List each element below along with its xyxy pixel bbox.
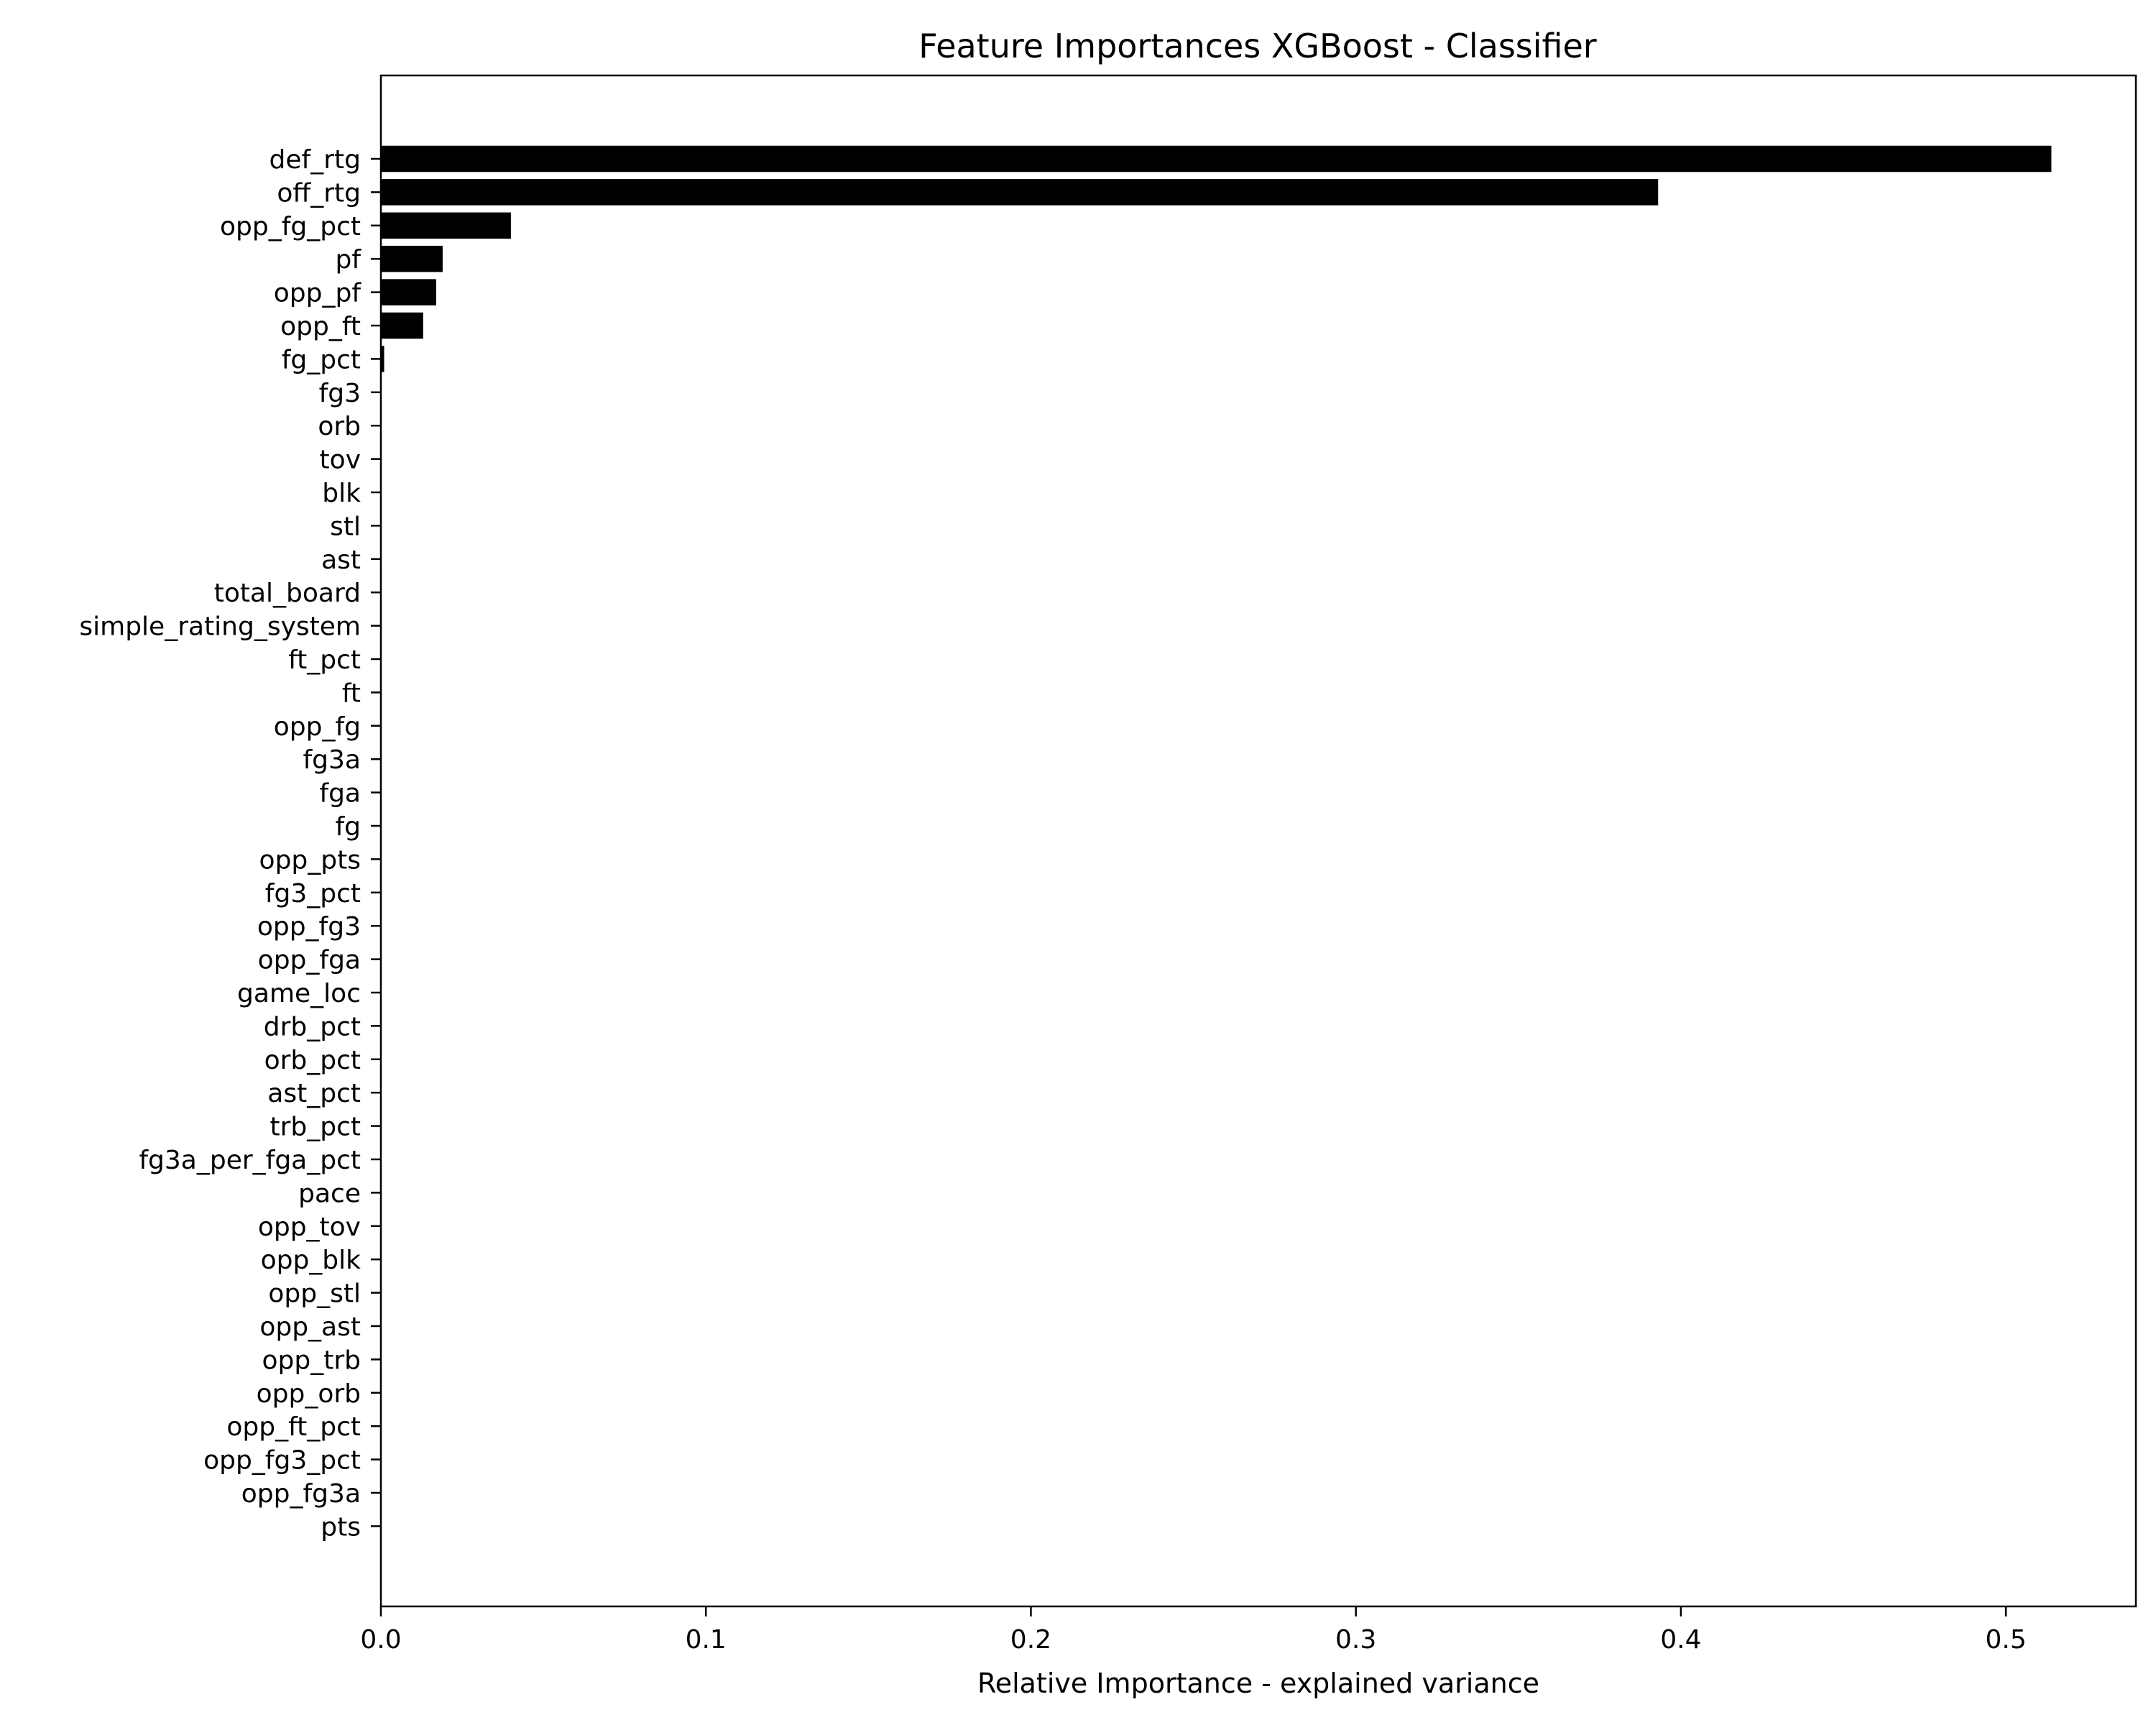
y-tick-label: ast_pct <box>267 1079 361 1108</box>
y-tick-label: game_loc <box>237 979 361 1008</box>
bar <box>381 179 1659 206</box>
y-tick-label: opp_tov <box>258 1213 361 1242</box>
bar <box>381 346 384 372</box>
x-tick-label: 0.0 <box>360 1625 401 1655</box>
bar <box>381 145 2052 172</box>
x-tick-label: 0.5 <box>1985 1625 2026 1655</box>
y-tick-label: trb_pct <box>270 1113 361 1142</box>
y-tick-label: off_rtg <box>277 178 361 208</box>
y-tick-label: fg_pct <box>282 345 361 374</box>
axes-frame <box>379 74 2137 1608</box>
chart-title: Feature Importances XGBoost - Classifier <box>918 27 1597 65</box>
y-tick-label: opp_fg <box>274 712 361 742</box>
y-tick-label: opp_pts <box>259 845 361 875</box>
y-tick-label: fg3a_per_fga_pct <box>139 1146 361 1175</box>
y-tick-label: fg <box>335 812 361 842</box>
x-tick-label: 0.3 <box>1335 1625 1376 1655</box>
y-tick-label: tov <box>320 446 361 475</box>
y-tick-label: opp_stl <box>268 1279 361 1309</box>
y-tick-label: opp_blk <box>261 1246 361 1275</box>
y-tick-label: opp_fg3_pct <box>203 1446 361 1476</box>
y-tick-label: fg3a <box>303 745 361 775</box>
y-tick-label: opp_ast <box>259 1312 361 1342</box>
y-tick-label: fga <box>319 779 361 809</box>
y-tick-label: def_rtg <box>270 145 361 175</box>
y-tick-label: drb_pct <box>264 1012 361 1041</box>
bar <box>381 279 436 305</box>
y-tick-label: pace <box>298 1179 361 1208</box>
y-tick-label: simple_rating_system <box>79 612 361 642</box>
y-tick-label: opp_fg3 <box>257 912 361 942</box>
y-tick-label: ast <box>321 546 361 575</box>
y-tick-label: pf <box>335 245 361 275</box>
y-tick-label: opp_ft <box>280 312 361 341</box>
y-tick-label: opp_trb <box>262 1346 361 1375</box>
y-tick-label: opp_fga <box>258 946 361 975</box>
y-tick-label: total_board <box>214 579 361 608</box>
x-tick-label: 0.1 <box>686 1625 727 1655</box>
bar <box>381 212 511 239</box>
bar <box>381 245 443 272</box>
y-tick-label: ft_pct <box>288 645 361 675</box>
x-tick-label: 0.4 <box>1660 1625 1701 1655</box>
y-tick-label: fg3_pct <box>265 879 361 908</box>
y-tick-label: opp_ft_pct <box>226 1412 361 1442</box>
y-tick-label: opp_fg3a <box>241 1479 361 1509</box>
y-tick-label: opp_fg_pct <box>220 212 361 242</box>
y-tick-label: stl <box>330 512 361 541</box>
x-axis-label: Relative Importance - explained variance <box>977 1668 1539 1699</box>
x-tick-label: 0.2 <box>1010 1625 1051 1655</box>
bar <box>381 312 423 339</box>
y-tick-label: orb_pct <box>264 1046 361 1075</box>
y-tick-label: opp_orb <box>257 1379 361 1409</box>
y-tick-label: blk <box>322 479 361 508</box>
y-tick-label: fg3 <box>319 379 361 408</box>
y-tick-label: opp_pf <box>274 279 362 308</box>
y-tick-label: ft <box>342 678 361 708</box>
y-tick-label: pts <box>321 1512 361 1542</box>
y-tick-label: orb <box>318 412 361 441</box>
